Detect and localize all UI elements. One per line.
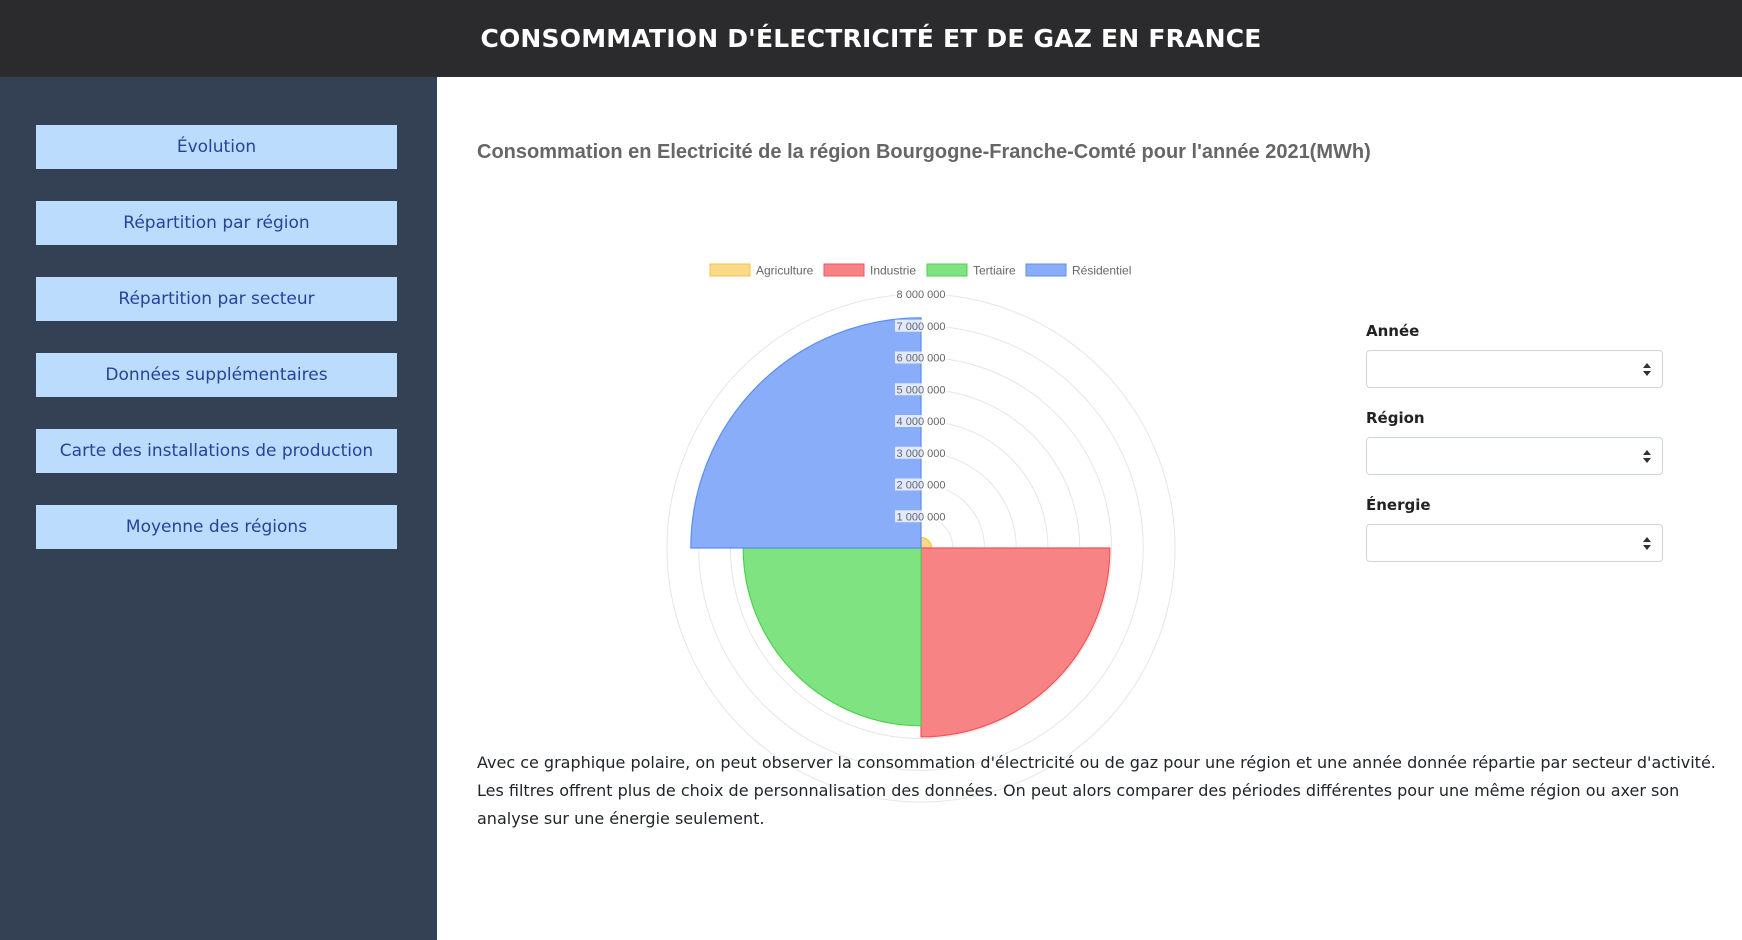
sector-tertiaire — [742, 547, 922, 727]
legend-label-0: Agriculture — [756, 264, 814, 278]
nav-repartition-region-button[interactable]: Répartition par région — [36, 201, 397, 245]
sector-résidentiel — [690, 317, 922, 549]
chart-description: Avec ce graphique polaire, on peut obser… — [477, 753, 1716, 828]
tick-label-4: 5 000 000 — [897, 384, 946, 396]
tick-label-3: 4 000 000 — [897, 416, 946, 428]
nav-moyenne-regions-button[interactable]: Moyenne des régions — [36, 505, 397, 549]
tick-label-0: 1 000 000 — [897, 511, 946, 523]
legend-swatch-2 — [926, 263, 968, 277]
annee-select[interactable] — [1366, 350, 1663, 388]
top-bar: CONSOMMATION D'ÉLECTRICITÉ ET DE GAZ EN … — [0, 0, 1742, 77]
nav-evolution-button[interactable]: Évolution — [36, 125, 397, 169]
legend-swatch-0 — [709, 263, 751, 277]
tick-labels: 1 000 000 2 000 000 3 000 000 4 000 000 5 00… — [895, 288, 947, 523]
select-caret-icon — [1643, 450, 1651, 464]
tick-backdrop-1 — [895, 478, 947, 491]
select-caret-icon — [1643, 363, 1651, 377]
legend-swatch-3 — [1025, 263, 1067, 277]
nav-repartition-secteur-button[interactable]: Répartition par secteur — [36, 277, 397, 321]
tick-backdrop-2 — [895, 446, 947, 459]
tick-backdrop-5 — [895, 351, 947, 364]
nav-donnees-supplementaires-button[interactable]: Données supplémentaires — [36, 353, 397, 397]
filters-panel: Année Région Énergie — [1366, 322, 1663, 583]
legend-label-1: Industrie — [870, 264, 916, 278]
tick-label-2: 3 000 000 — [897, 448, 946, 460]
energie-select[interactable] — [1366, 524, 1663, 562]
tick-label-6: 7 000 000 — [897, 321, 946, 333]
annee-label: Année — [1366, 322, 1420, 340]
tick-label-5: 6 000 000 — [897, 353, 946, 365]
main-content: Consommation en Electricité de la région… — [437, 77, 1742, 940]
tick-backdrop-0 — [895, 510, 947, 523]
chart-title: Consommation en Electricité de la région… — [477, 141, 1371, 163]
select-caret-icon — [1643, 537, 1651, 551]
tick-label-7: 8 000 000 — [897, 289, 946, 301]
chart-legend: Agriculture Industrie Tertiaire Résidentiel — [709, 263, 1131, 278]
sidebar: Évolution Répartition par région Réparti… — [0, 77, 437, 940]
tick-backdrop-3 — [895, 415, 947, 427]
sector-industrie — [920, 547, 1111, 738]
tick-backdrop-7 — [895, 288, 947, 300]
region-select[interactable] — [1366, 437, 1663, 475]
nav-carte-installations-button[interactable]: Carte des installations de production — [36, 429, 397, 473]
energie-label: Énergie — [1366, 496, 1431, 514]
tick-backdrop-4 — [895, 383, 947, 396]
region-label: Région — [1366, 409, 1425, 427]
legend-label-2: Tertiaire — [973, 264, 1016, 278]
legend-swatch-1 — [823, 263, 865, 277]
legend-label-3: Résidentiel — [1072, 264, 1131, 278]
tick-label-1: 2 000 000 — [897, 480, 946, 492]
sectors — [690, 317, 1111, 738]
polar-area-chart: Agriculture Industrie Tertiaire Résidentiel… — [666, 263, 1176, 803]
page-title: CONSOMMATION D'ÉLECTRICITÉ ET DE GAZ EN … — [480, 24, 1262, 53]
tick-backdrop-6 — [895, 319, 947, 332]
sector-agriculture — [920, 536, 933, 549]
